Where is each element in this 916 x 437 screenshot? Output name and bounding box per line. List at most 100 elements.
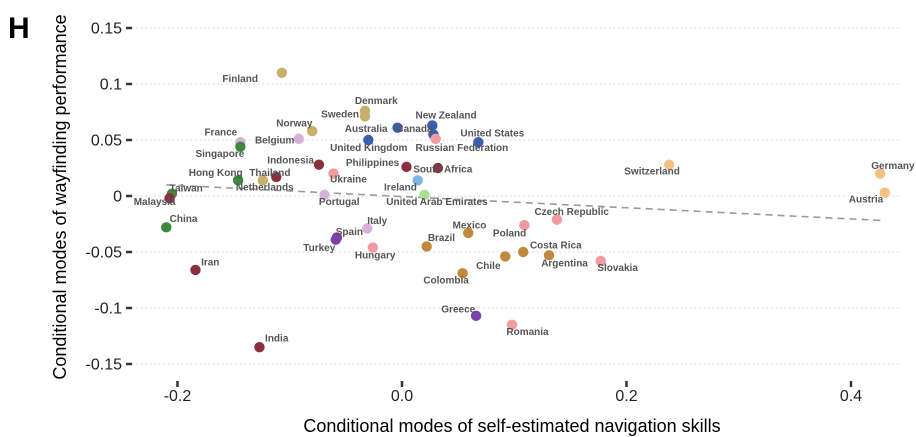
data-point [271,171,282,183]
x-tick-label: 0.0 [391,388,413,405]
point-label: Ireland [384,182,417,193]
data-point [363,134,374,146]
data-point [330,234,341,245]
point-label: Thailand [249,168,290,179]
data-point [307,125,318,137]
y-axis-title: Conditional modes of wayfinding performa… [50,14,70,379]
point-label: Colombia [423,275,469,286]
data-point [473,137,484,148]
point-label: Chile [476,261,501,272]
data-point [164,193,175,204]
point-label: Taiwan [170,184,203,195]
y-tick-label: 0.05 [91,133,122,150]
point-label: United Kingdom [330,143,407,154]
grid-lines [132,27,900,365]
data-point [232,175,244,186]
data-point [412,175,423,186]
data-point [235,141,246,152]
data-point [276,67,288,79]
point-label: United States [460,129,524,140]
point-label: Ukraine [330,175,367,186]
data-point [313,159,325,170]
point-label: Spain [336,227,363,238]
point-label: India [265,334,289,345]
data-point [419,189,430,201]
data-point [551,214,563,225]
data-point [257,175,269,186]
point-label: Slovakia [597,263,638,274]
point-label: Hong Kong [189,168,243,179]
data-point [874,168,886,179]
data-point [421,241,432,252]
y-tick-label: -0.1 [94,301,122,318]
y-tick-label: -0.05 [86,245,123,262]
point-label: Turkey [303,243,335,254]
point-label: Canada [396,124,433,135]
point-label: Singapore [195,149,244,160]
data-point [392,122,403,133]
point-label: New Zealand [415,111,476,122]
data-point [518,246,529,258]
data-point [190,264,201,276]
data-point [254,342,265,353]
data-point [470,310,482,322]
point-labels: Finland Denmark Sweden New Zealand Norway Aus… [134,74,915,345]
data-point [500,251,511,262]
data-point [430,133,441,145]
point-label: Finland [222,74,258,85]
point-label: Norway [276,119,313,130]
data-point [401,161,412,173]
axis-ticks: -0.15 -0.1 -0.05 0 0.05 0.1 0.15 -0.2 0.0 0.2 0.4 [86,21,863,406]
point-label: Philippines [346,158,400,169]
data-point [328,168,339,179]
point-label: China [170,214,198,225]
panel-letter: H [8,12,30,45]
point-label: Denmark [355,96,398,107]
point-label: Argentina [541,259,588,270]
data-point [463,227,474,239]
x-tick-label: 0.4 [840,388,862,405]
point-label: Costa Rica [530,241,582,252]
data-point [506,319,518,330]
point-label: Austria [849,195,884,206]
point-label: South Africa [413,164,473,175]
x-axis-title: Conditional modes of self-estimated navi… [303,416,720,436]
point-label: Netherlands [236,182,294,193]
point-label: Germany [871,161,915,172]
point-label: Malaysia [134,197,176,208]
point-label: Greece [441,304,475,315]
point-label: Romania [506,327,549,338]
point-label: Sweden [321,110,359,121]
point-label: Poland [493,228,526,239]
data-point [161,222,172,233]
data-point [367,242,379,253]
point-label: Italy [367,216,387,227]
data-point [519,219,530,231]
data-point [359,111,371,122]
point-label: Iran [201,257,219,268]
data-point [595,255,606,267]
x-tick-label: -0.2 [164,388,192,405]
data-point [879,187,890,198]
data-point [427,120,438,131]
point-label: France [204,128,237,139]
point-label: Portugal [319,197,360,208]
data-point [319,189,330,201]
x-tick-label: 0.2 [615,388,637,405]
data-point [362,223,373,234]
point-label: Czech Republic [534,207,609,218]
y-tick-label: 0.15 [91,21,122,38]
point-label: Indonesia [267,156,314,167]
point-label: Brazil [428,233,455,244]
point-label: Hungary [355,251,396,262]
data-point [663,159,675,170]
point-label: Russian Federation [415,143,508,154]
point-label: Belgium [255,135,295,146]
point-label: Mexico [453,220,487,231]
point-label: Australia [345,124,388,135]
data-points [161,67,890,353]
y-tick-label: 0 [113,189,122,206]
y-tick-label: -0.15 [86,357,123,374]
data-point [457,268,468,279]
